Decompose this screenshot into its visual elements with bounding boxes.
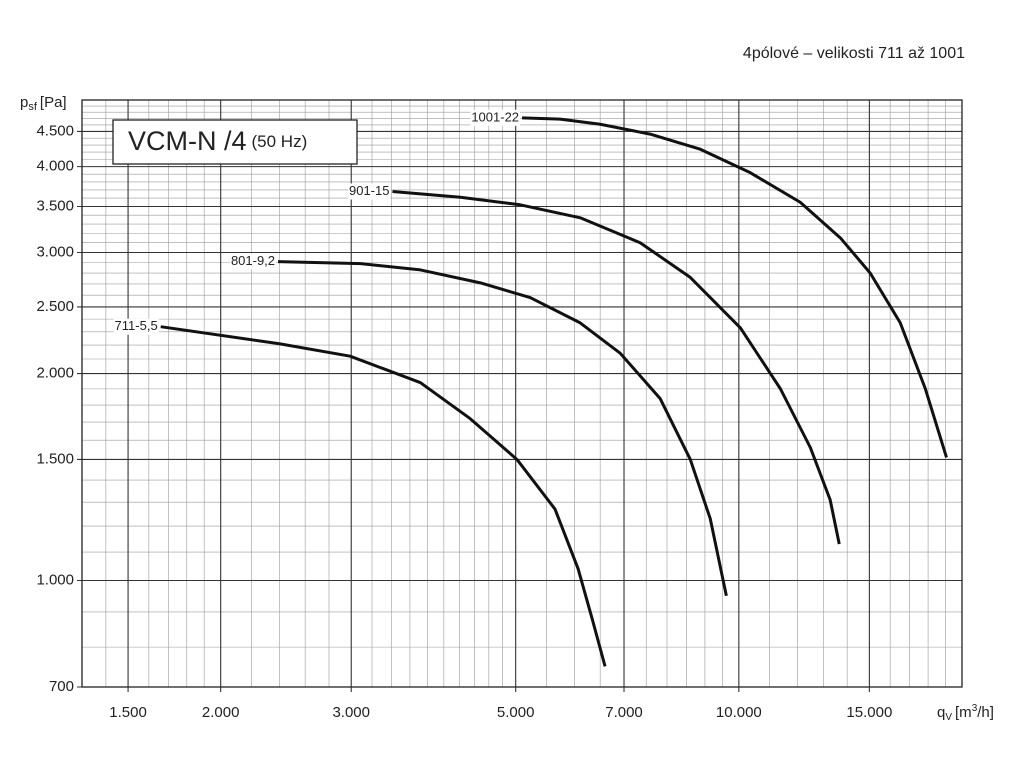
plot-frame [81, 99, 963, 688]
series-label: 711-5,5 [115, 318, 158, 333]
series-label: 901-15 [349, 183, 389, 198]
curve [392, 190, 841, 545]
y-tick-label: 3.500 [36, 197, 74, 214]
x-tick-label: 3.000 [332, 704, 370, 721]
y-label-unit: [Pa] [40, 94, 67, 111]
x-tick-label: 2.000 [202, 704, 240, 721]
curve [278, 260, 728, 597]
label-background [113, 318, 159, 335]
plot-area: 1.500 2.000 3.000 5.000 7.000 10.000 15.000 700… [36, 99, 963, 721]
y-axis-label: psf [Pa] [20, 94, 67, 113]
x-label-unit: [m [955, 704, 972, 721]
x-label-sup: 3 [972, 703, 978, 714]
curve [160, 325, 607, 667]
label-background [347, 183, 391, 200]
y-label-sub: sf [28, 101, 38, 113]
x-tick-label: 1.500 [109, 704, 147, 721]
box-title: VCM-N /4 (50 Hz) [128, 126, 307, 156]
y-tick-label: 2.500 [36, 298, 74, 315]
y-tick-label: 1.000 [36, 571, 74, 588]
series-label: 1001-22 [471, 109, 519, 124]
x-label-unit-end: /h] [977, 704, 994, 721]
x-tick-label: 7.000 [605, 704, 643, 721]
y-tick-label: 1.500 [36, 450, 74, 467]
box [112, 119, 358, 165]
y-tick-label: 4.000 [36, 158, 74, 175]
x-tick-label: 10.000 [716, 704, 762, 721]
label-background [470, 109, 521, 126]
x-label-sub: V [945, 712, 952, 723]
x-label-main: q [937, 704, 945, 721]
chart-title: 4pólové – velikosti 711 až 1001 [743, 45, 965, 62]
x-tick-label: 5.000 [497, 704, 535, 721]
y-tick-label: 3.000 [36, 243, 74, 260]
series-label: 801-9,2 [231, 253, 275, 268]
curve [522, 116, 948, 458]
y-tick-label: 700 [49, 678, 74, 695]
box-title-main: VCM-N /4 [128, 126, 247, 156]
y-tick-label: 2.000 [36, 365, 74, 382]
y-tick-label: 4.500 [36, 122, 74, 139]
box-subtitle: (50 Hz) [252, 132, 308, 151]
y-label-main: p [20, 94, 28, 111]
x-tick-label: 15.000 [846, 704, 892, 721]
label-background [229, 253, 277, 270]
x-axis-label: qV [m3/h] [937, 703, 994, 723]
